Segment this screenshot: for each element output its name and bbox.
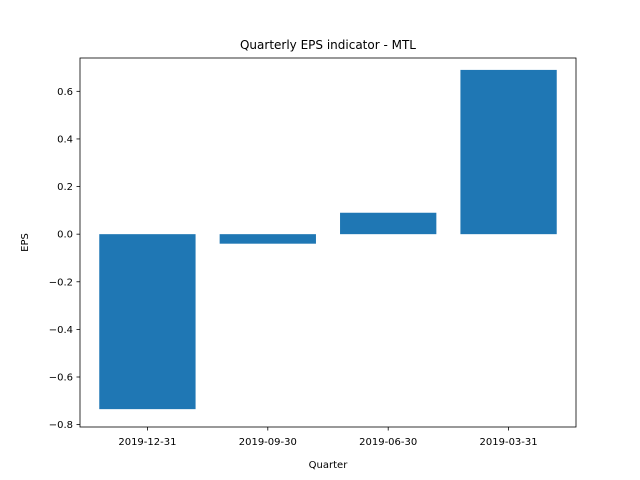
x-tick-label: 2019-12-31 [118, 437, 176, 448]
bar-2019-12-31 [99, 234, 196, 410]
bar-2019-09-30 [219, 234, 316, 244]
x-tick-label: 2019-06-30 [359, 437, 417, 448]
plot-frame [79, 57, 577, 428]
y-tick-label: −0.4 [49, 325, 73, 336]
y-tick-label: 0.4 [57, 134, 73, 145]
y-tick-label: −0.8 [49, 420, 73, 431]
y-axis-label: EPS [20, 233, 31, 252]
chart-title: Quarterly EPS indicator - MTL [240, 38, 416, 52]
bar-2019-03-31 [460, 69, 557, 235]
y-tick-label: 0.2 [57, 182, 73, 193]
bars-group [99, 69, 557, 410]
bar-2019-06-30 [340, 212, 437, 235]
x-tick-label: 2019-03-31 [480, 437, 538, 448]
x-tick-label: 2019-09-30 [239, 437, 297, 448]
y-tick-label: −0.6 [49, 373, 73, 384]
x-axis: 2019-12-31 2019-09-30 2019-06-30 2019-03-31 [118, 427, 538, 448]
y-tick-label: 0.6 [57, 87, 73, 98]
x-axis-label: Quarter [309, 460, 349, 471]
y-tick-label: 0.0 [57, 230, 73, 241]
y-axis: −0.8 −0.6 −0.4 −0.2 0.0 0.2 0.4 0.6 [49, 87, 80, 431]
y-tick-label: −0.2 [49, 277, 73, 288]
